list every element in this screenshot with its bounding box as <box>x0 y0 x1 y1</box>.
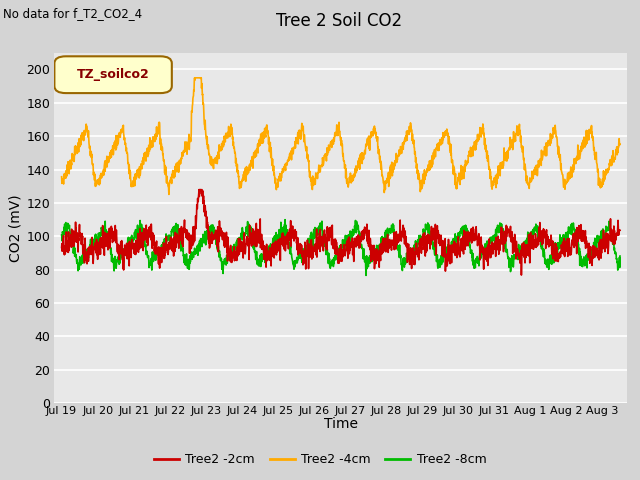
Text: TZ_soilco2: TZ_soilco2 <box>77 68 150 81</box>
Tree2 -2cm <box>315 235 323 240</box>
Tree2 -4cm <box>191 75 198 81</box>
Tree2 -8cm <box>281 217 289 223</box>
Tree2 -4cm <box>616 141 624 147</box>
Tree2 -8cm <box>86 244 94 250</box>
Tree2 -8cm <box>616 253 624 259</box>
Tree2 -2cm <box>195 187 203 192</box>
FancyBboxPatch shape <box>54 56 172 93</box>
Tree2 -8cm <box>600 237 608 243</box>
Tree2 -4cm <box>498 161 506 167</box>
Tree2 -2cm <box>600 236 608 242</box>
Tree2 -4cm <box>165 192 173 197</box>
Tree2 -4cm <box>58 174 65 180</box>
Tree2 -2cm <box>498 238 506 243</box>
Tree2 -4cm <box>315 162 323 168</box>
Tree2 -2cm <box>58 245 65 251</box>
Tree2 -8cm <box>315 225 323 231</box>
Tree2 -8cm <box>362 273 370 278</box>
Tree2 -4cm <box>86 145 94 151</box>
Line: Tree2 -2cm: Tree2 -2cm <box>61 190 620 275</box>
Tree2 -8cm <box>58 232 65 238</box>
Text: No data for f_T2_CO2_4: No data for f_T2_CO2_4 <box>3 7 142 20</box>
Tree2 -8cm <box>498 225 506 230</box>
Tree2 -4cm <box>330 135 337 141</box>
Tree2 -4cm <box>600 178 608 184</box>
Tree2 -4cm <box>600 173 608 179</box>
Text: Tree 2 Soil CO2: Tree 2 Soil CO2 <box>276 12 403 30</box>
Tree2 -2cm <box>616 228 624 233</box>
Legend: Tree2 -2cm, Tree2 -4cm, Tree2 -8cm: Tree2 -2cm, Tree2 -4cm, Tree2 -8cm <box>148 448 492 471</box>
X-axis label: Time: Time <box>324 418 358 432</box>
Line: Tree2 -4cm: Tree2 -4cm <box>61 78 620 194</box>
Line: Tree2 -8cm: Tree2 -8cm <box>61 220 620 276</box>
Tree2 -2cm <box>518 272 525 278</box>
Tree2 -2cm <box>600 240 608 246</box>
Tree2 -2cm <box>330 239 337 245</box>
Tree2 -8cm <box>330 264 337 269</box>
Tree2 -2cm <box>86 249 94 255</box>
Y-axis label: CO2 (mV): CO2 (mV) <box>8 194 22 262</box>
Tree2 -8cm <box>600 233 608 239</box>
